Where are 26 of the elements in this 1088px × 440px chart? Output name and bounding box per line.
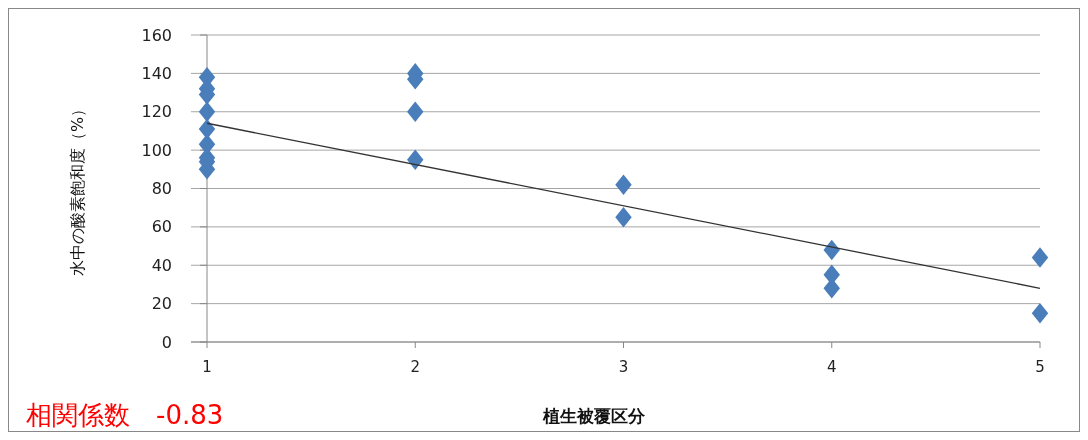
- y-tick-label: 40: [151, 255, 172, 275]
- y-tick-label: 0: [161, 332, 172, 352]
- y-tick-label: 140: [141, 63, 172, 83]
- y-tick-label: 120: [141, 102, 172, 122]
- y-tick-label: 160: [141, 25, 172, 45]
- point: [823, 239, 840, 261]
- point: [407, 149, 424, 170]
- x-tick-label: 1: [202, 358, 212, 376]
- point: [823, 278, 840, 299]
- text: 相関係数 -0.83: [26, 400, 224, 430]
- y-axis-title: 水中の酸素飽和度（%）: [68, 100, 87, 277]
- x-tick-label: 4: [826, 358, 837, 376]
- x-tick-label: 2: [410, 358, 421, 376]
- y-tick-label: 80: [151, 179, 172, 199]
- x-tick-label: 3: [618, 358, 629, 376]
- point: [615, 174, 632, 195]
- point: [407, 101, 424, 123]
- y-tick-label: 60: [151, 217, 172, 237]
- y-tick-label: 20: [151, 294, 172, 314]
- point: [615, 207, 632, 228]
- y-tick-label: 100: [141, 140, 172, 160]
- point: [1031, 247, 1049, 268]
- x-axis-title: 植生被覆区分: [541, 406, 646, 426]
- x-tick-label: 5: [1035, 358, 1045, 376]
- point: [198, 101, 216, 123]
- point: [1031, 302, 1049, 324]
